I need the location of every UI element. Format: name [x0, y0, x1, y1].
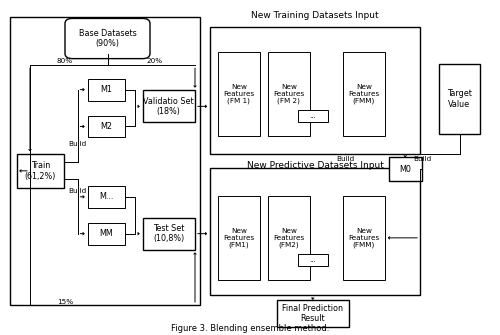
- Text: ...: ...: [309, 257, 316, 263]
- Bar: [268, 196, 310, 280]
- Text: Build: Build: [68, 141, 86, 147]
- Text: Build: Build: [414, 156, 432, 162]
- Text: 20%: 20%: [147, 58, 163, 64]
- Bar: [218, 196, 260, 280]
- Text: New
Features
(FM 2): New Features (FM 2): [273, 83, 304, 104]
- FancyBboxPatch shape: [88, 79, 125, 100]
- Text: New
Features
(FMM): New Features (FMM): [348, 83, 380, 104]
- Text: Validatio Set
(18%): Validatio Set (18%): [144, 97, 194, 116]
- Text: M2: M2: [100, 122, 112, 131]
- Text: New
Features
(FM2): New Features (FM2): [273, 227, 304, 248]
- Text: Target
Value: Target Value: [447, 89, 472, 109]
- Bar: [298, 110, 328, 122]
- Text: New
Features
(FM 1): New Features (FM 1): [223, 83, 254, 104]
- Text: M1: M1: [100, 85, 112, 94]
- Text: Base Datasets
(90%): Base Datasets (90%): [78, 29, 136, 48]
- Bar: [342, 52, 385, 136]
- Bar: [10, 17, 200, 305]
- Bar: [298, 254, 328, 266]
- FancyBboxPatch shape: [88, 116, 125, 137]
- FancyBboxPatch shape: [65, 18, 150, 59]
- FancyBboxPatch shape: [142, 218, 195, 250]
- Text: Test Set
(10,8%): Test Set (10,8%): [153, 224, 184, 243]
- Bar: [210, 27, 420, 154]
- Text: 15%: 15%: [57, 298, 73, 305]
- FancyBboxPatch shape: [276, 300, 349, 327]
- Bar: [210, 168, 420, 295]
- Text: Build: Build: [68, 188, 86, 194]
- Text: Train
(61,2%): Train (61,2%): [24, 161, 56, 181]
- FancyBboxPatch shape: [88, 186, 125, 208]
- FancyBboxPatch shape: [88, 223, 125, 245]
- Text: New Training Datasets Input: New Training Datasets Input: [251, 11, 379, 19]
- Text: MM: MM: [100, 229, 113, 238]
- Text: New
Features
(FMM): New Features (FMM): [348, 227, 380, 248]
- Bar: [268, 52, 310, 136]
- Text: Figure 3. Blending ensemble method.: Figure 3. Blending ensemble method.: [171, 324, 329, 333]
- Text: M...: M...: [99, 192, 114, 201]
- Text: Final Prediction
Result: Final Prediction Result: [282, 304, 343, 323]
- FancyBboxPatch shape: [16, 154, 64, 188]
- Text: New Predictive Datasets Input: New Predictive Datasets Input: [246, 161, 384, 170]
- Text: Build: Build: [336, 156, 354, 162]
- Bar: [342, 196, 385, 280]
- FancyBboxPatch shape: [389, 157, 422, 181]
- Text: M0: M0: [400, 165, 411, 174]
- Text: ...: ...: [309, 113, 316, 119]
- Bar: [218, 52, 260, 136]
- Text: New
Features
(FM1): New Features (FM1): [223, 227, 254, 248]
- Text: 80%: 80%: [57, 58, 73, 64]
- FancyBboxPatch shape: [439, 64, 480, 134]
- FancyBboxPatch shape: [142, 90, 195, 122]
